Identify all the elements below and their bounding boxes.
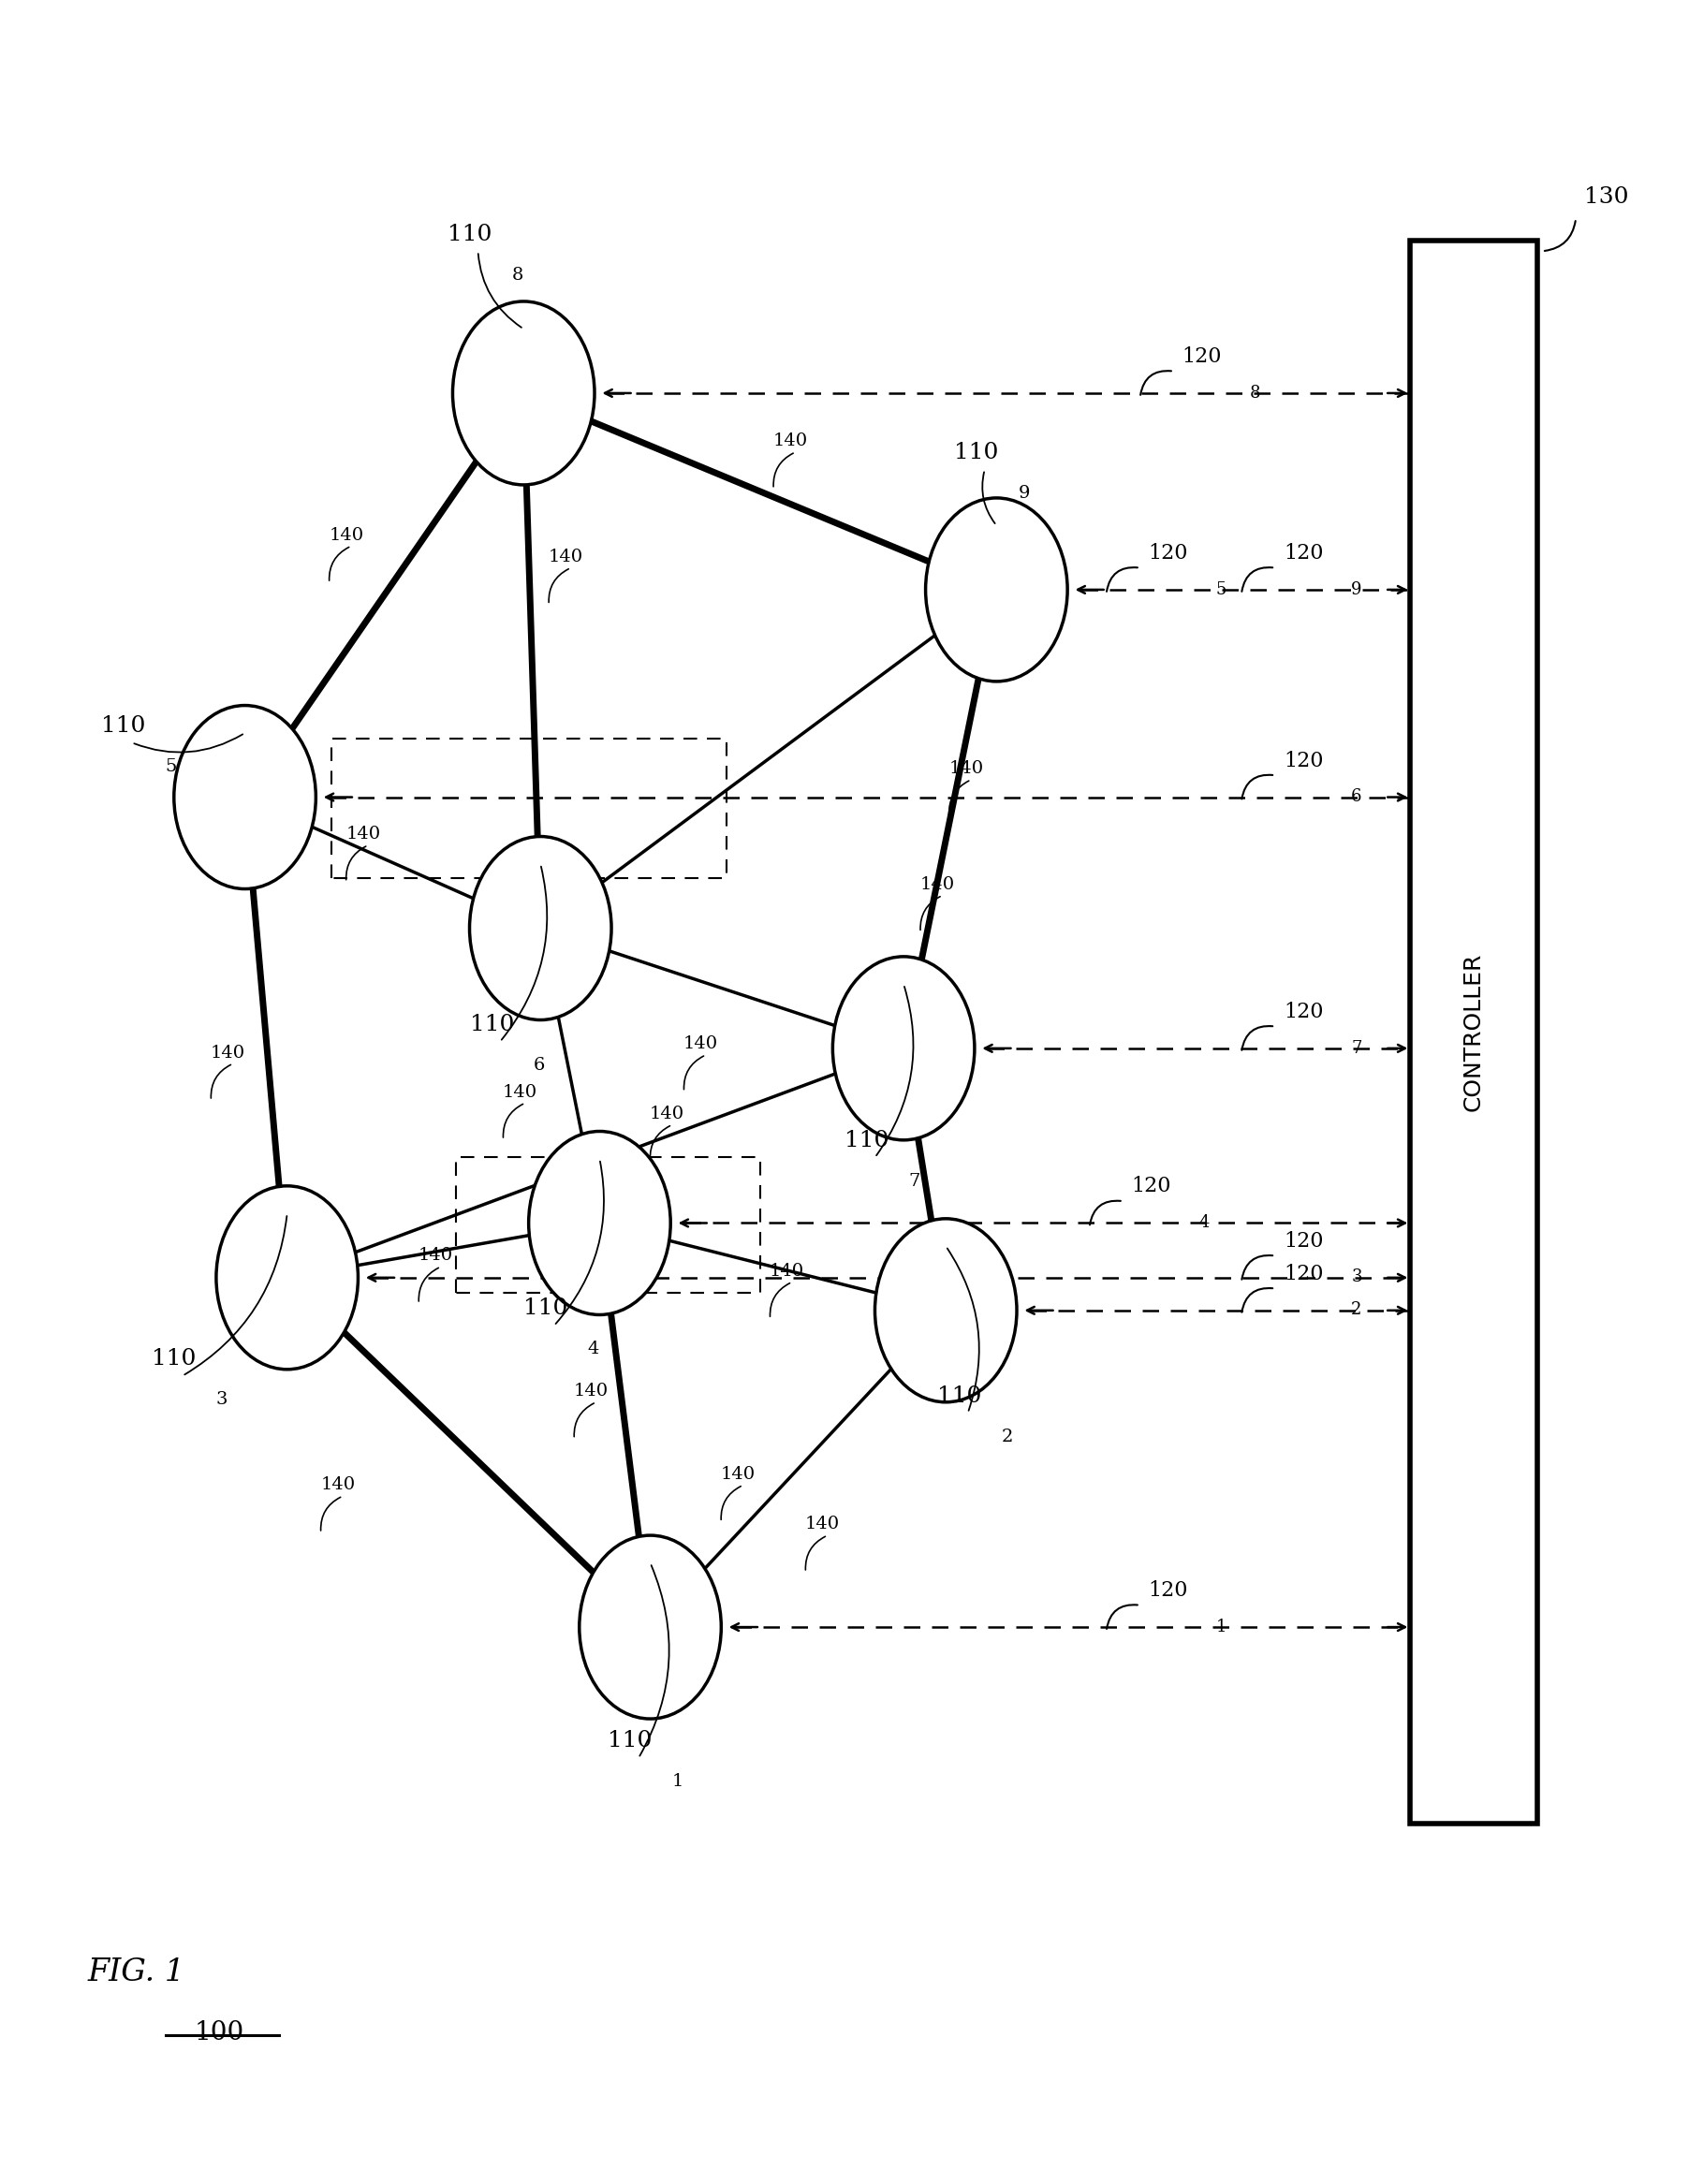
Text: FIG. 1: FIG. 1 bbox=[88, 1957, 186, 1987]
Text: 140: 140 bbox=[503, 1083, 537, 1101]
Text: 8: 8 bbox=[512, 266, 524, 284]
Text: 7: 7 bbox=[909, 1173, 921, 1190]
Text: 6: 6 bbox=[1351, 788, 1361, 806]
Text: 110: 110 bbox=[954, 441, 998, 463]
Text: 120: 120 bbox=[1284, 544, 1324, 563]
Text: 3: 3 bbox=[1351, 1269, 1361, 1286]
Text: 140: 140 bbox=[770, 1262, 804, 1280]
Text: 140: 140 bbox=[949, 760, 983, 778]
Text: 2: 2 bbox=[1351, 1302, 1361, 1319]
Text: 140: 140 bbox=[806, 1516, 839, 1533]
Text: 140: 140 bbox=[346, 826, 380, 843]
Text: 5: 5 bbox=[166, 758, 177, 775]
Text: 110: 110 bbox=[608, 1730, 652, 1752]
Circle shape bbox=[529, 1131, 671, 1315]
Text: 120: 120 bbox=[1284, 1265, 1324, 1284]
Text: 120: 120 bbox=[1182, 347, 1223, 367]
Text: 9: 9 bbox=[1018, 485, 1030, 502]
Text: 3: 3 bbox=[216, 1391, 228, 1409]
Text: 140: 140 bbox=[419, 1247, 453, 1265]
Text: 120: 120 bbox=[1149, 544, 1189, 563]
Text: 7: 7 bbox=[1351, 1040, 1361, 1057]
Text: 120: 120 bbox=[1132, 1177, 1172, 1197]
Circle shape bbox=[174, 705, 316, 889]
Text: 1: 1 bbox=[672, 1773, 684, 1791]
Text: 140: 140 bbox=[774, 432, 807, 450]
Text: 110: 110 bbox=[448, 223, 491, 245]
Text: 9: 9 bbox=[1351, 581, 1361, 598]
Text: 8: 8 bbox=[1250, 384, 1260, 402]
Bar bbox=[1410, 240, 1537, 1824]
Text: 140: 140 bbox=[650, 1105, 684, 1123]
Circle shape bbox=[579, 1535, 721, 1719]
Text: 140: 140 bbox=[574, 1382, 608, 1400]
Text: 110: 110 bbox=[101, 714, 145, 736]
Text: 1: 1 bbox=[1216, 1618, 1226, 1636]
Text: 120: 120 bbox=[1284, 1002, 1324, 1022]
Circle shape bbox=[470, 836, 611, 1020]
Text: 110: 110 bbox=[844, 1129, 888, 1151]
Text: 130: 130 bbox=[1584, 186, 1628, 207]
Text: 120: 120 bbox=[1149, 1581, 1189, 1601]
Text: 6: 6 bbox=[534, 1057, 546, 1075]
Text: 120: 120 bbox=[1284, 751, 1324, 771]
Circle shape bbox=[875, 1219, 1017, 1402]
Circle shape bbox=[833, 957, 975, 1140]
Text: 110: 110 bbox=[470, 1013, 513, 1035]
Text: 110: 110 bbox=[524, 1297, 568, 1319]
Text: 140: 140 bbox=[921, 876, 954, 893]
Text: 120: 120 bbox=[1284, 1232, 1324, 1251]
Text: 100: 100 bbox=[194, 2020, 245, 2046]
Text: 4: 4 bbox=[1199, 1214, 1209, 1232]
Text: 140: 140 bbox=[329, 526, 363, 544]
Text: 4: 4 bbox=[588, 1341, 600, 1358]
Text: 140: 140 bbox=[684, 1035, 718, 1053]
Text: 140: 140 bbox=[721, 1465, 755, 1483]
Circle shape bbox=[453, 301, 595, 485]
Text: 110: 110 bbox=[937, 1385, 981, 1406]
Text: 140: 140 bbox=[321, 1476, 355, 1494]
Text: 140: 140 bbox=[211, 1044, 245, 1061]
Circle shape bbox=[926, 498, 1067, 681]
Text: 110: 110 bbox=[152, 1348, 196, 1369]
Text: 140: 140 bbox=[549, 548, 583, 566]
Text: 5: 5 bbox=[1216, 581, 1226, 598]
Text: 2: 2 bbox=[1002, 1428, 1013, 1446]
Text: CONTROLLER: CONTROLLER bbox=[1463, 952, 1485, 1112]
Circle shape bbox=[216, 1186, 358, 1369]
